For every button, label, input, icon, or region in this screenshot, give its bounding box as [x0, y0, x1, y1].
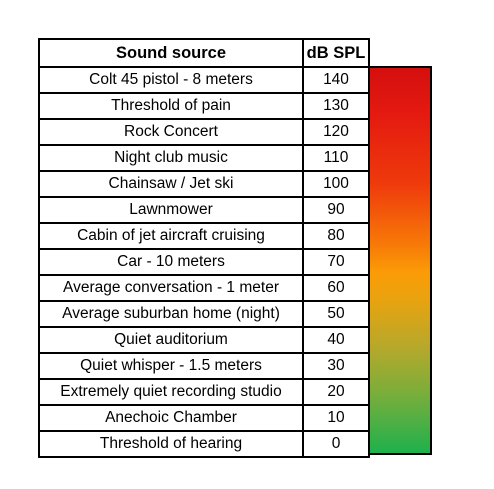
- table-row: Average conversation - 1 meter 60: [38, 274, 370, 302]
- db-spl-cell: 70: [302, 248, 370, 276]
- sound-source-cell: Rock Concert: [38, 118, 304, 146]
- table-row: Car - 10 meters 70: [38, 248, 370, 276]
- table-row: Quiet whisper - 1.5 meters 30: [38, 352, 370, 380]
- sound-source-cell: Colt 45 pistol - 8 meters: [38, 66, 304, 94]
- table-row: Anechoic Chamber 10: [38, 404, 370, 432]
- sound-source-cell: Night club music: [38, 144, 304, 172]
- db-spl-cell: 140: [302, 66, 370, 94]
- sound-source-cell: Quiet whisper - 1.5 meters: [38, 352, 304, 380]
- sound-source-cell: Anechoic Chamber: [38, 404, 304, 432]
- table-row: Night club music 110: [38, 144, 370, 172]
- sound-source-cell: Average suburban home (night): [38, 300, 304, 328]
- sound-level-table: Sound source dB SPL Colt 45 pistol - 8 m…: [38, 38, 370, 458]
- db-spl-cell: 20: [302, 378, 370, 406]
- sound-source-cell: Average conversation - 1 meter: [38, 274, 304, 302]
- table-row: Lawnmower 90: [38, 196, 370, 224]
- header-db-spl: dB SPL: [302, 38, 370, 68]
- sound-source-cell: Quiet auditorium: [38, 326, 304, 354]
- table-row: Threshold of pain 130: [38, 92, 370, 120]
- db-spl-cell: 100: [302, 170, 370, 198]
- table-row: Threshold of hearing 0: [38, 430, 370, 458]
- table-row: Rock Concert 120: [38, 118, 370, 146]
- sound-source-cell: Threshold of hearing: [38, 430, 304, 458]
- db-spl-cell: 50: [302, 300, 370, 328]
- loudness-color-gradient: [368, 66, 432, 455]
- db-spl-cell: 40: [302, 326, 370, 354]
- table-row: Average suburban home (night) 50: [38, 300, 370, 328]
- table-body: Colt 45 pistol - 8 meters 140 Threshold of…: [38, 66, 370, 458]
- sound-source-cell: Lawnmower: [38, 196, 304, 224]
- db-spl-cell: 130: [302, 92, 370, 120]
- table-header-row: Sound source dB SPL: [38, 38, 370, 68]
- db-spl-cell: 10: [302, 404, 370, 432]
- sound-source-cell: Extremely quiet recording studio: [38, 378, 304, 406]
- sound-source-cell: Cabin of jet aircraft cruising: [38, 222, 304, 250]
- sound-source-cell: Chainsaw / Jet ski: [38, 170, 304, 198]
- table-row: Colt 45 pistol - 8 meters 140: [38, 66, 370, 94]
- db-spl-cell: 90: [302, 196, 370, 224]
- db-spl-cell: 0: [302, 430, 370, 458]
- table-row: Cabin of jet aircraft cruising 80: [38, 222, 370, 250]
- db-spl-cell: 60: [302, 274, 370, 302]
- db-spl-cell: 30: [302, 352, 370, 380]
- db-spl-cell: 80: [302, 222, 370, 250]
- table-row: Chainsaw / Jet ski 100: [38, 170, 370, 198]
- db-spl-cell: 120: [302, 118, 370, 146]
- sound-source-cell: Car - 10 meters: [38, 248, 304, 276]
- header-sound-source: Sound source: [38, 38, 304, 68]
- sound-source-cell: Threshold of pain: [38, 92, 304, 120]
- table-row: Extremely quiet recording studio 20: [38, 378, 370, 406]
- table-row: Quiet auditorium 40: [38, 326, 370, 354]
- db-spl-cell: 110: [302, 144, 370, 172]
